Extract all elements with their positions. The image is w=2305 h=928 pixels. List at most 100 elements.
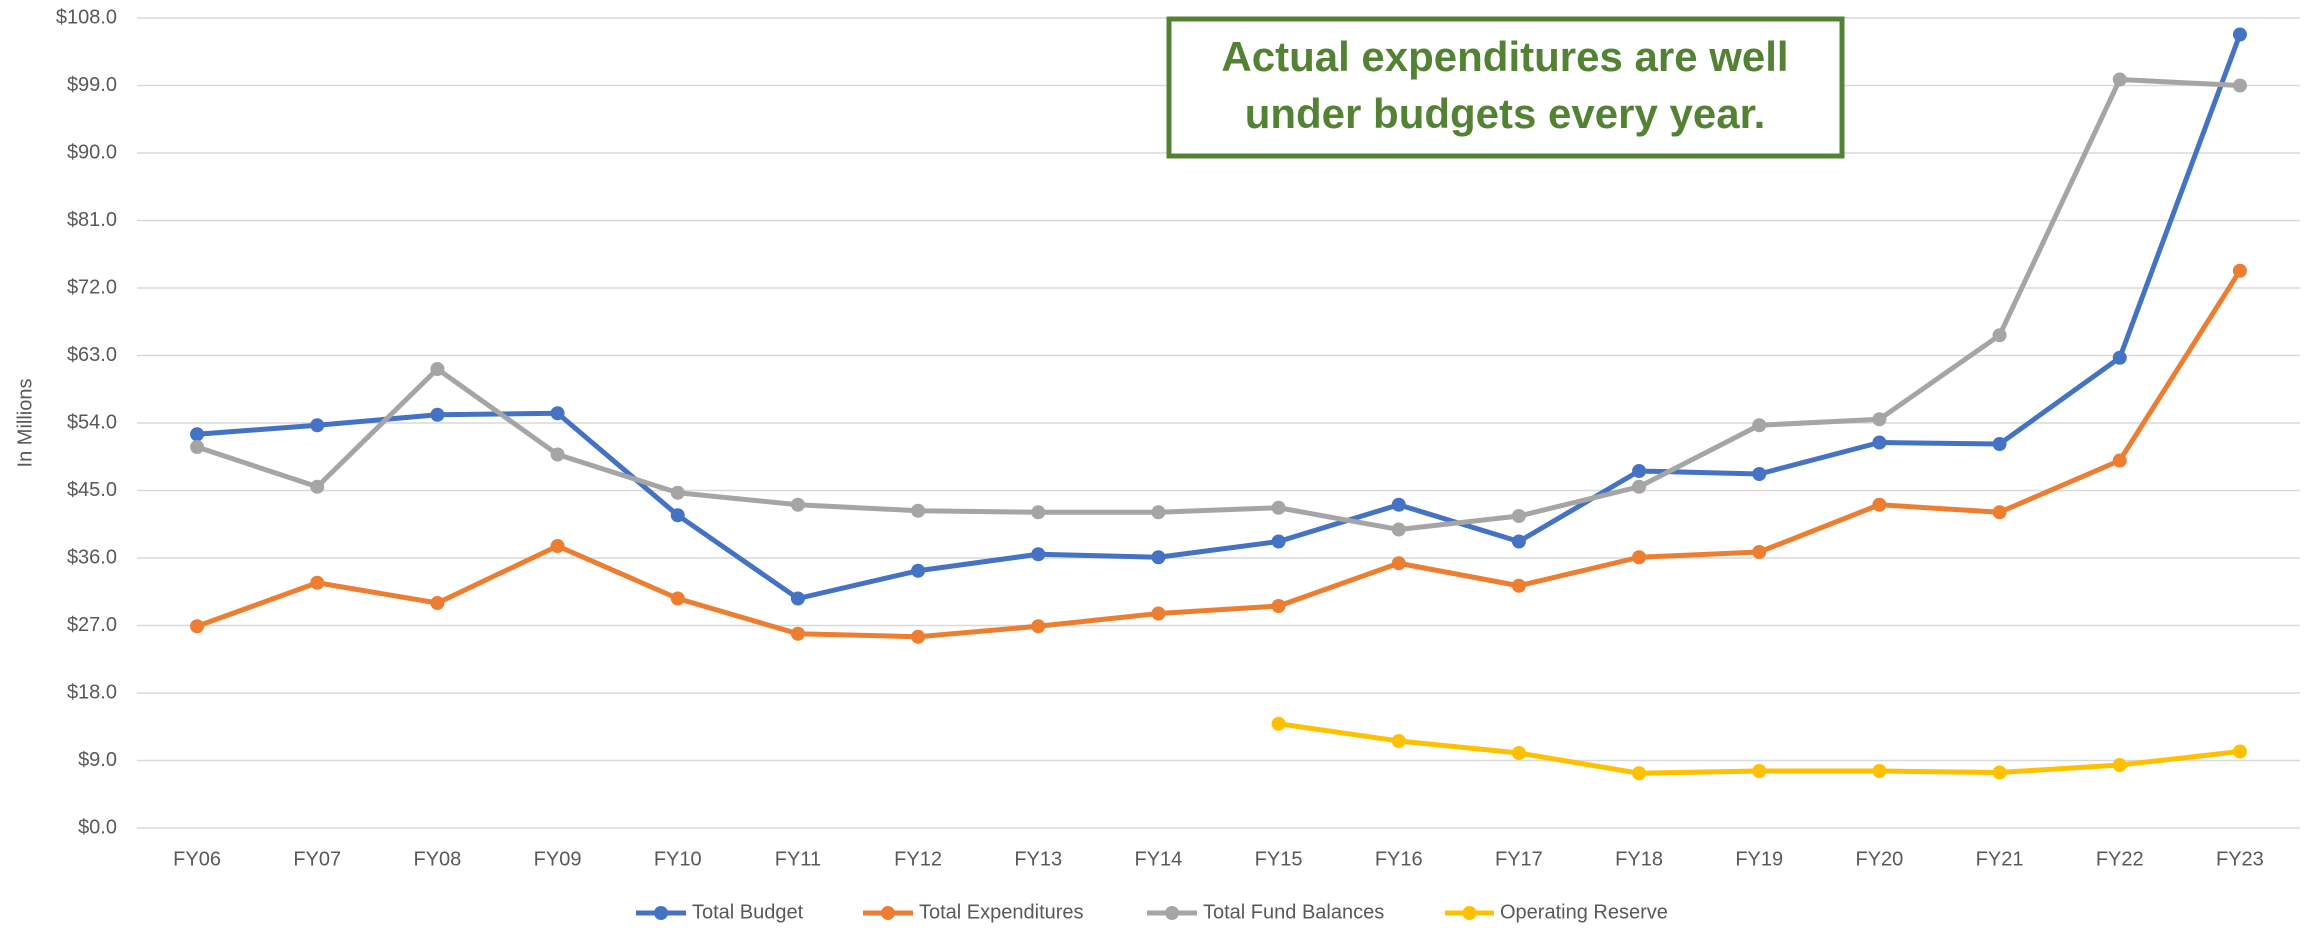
series-line: [196, 33, 2243, 601]
data-point: [1992, 437, 2007, 451]
data-point: [550, 406, 565, 421]
data-point: [1391, 522, 1406, 537]
x-tick-label: FY19: [1735, 848, 1783, 870]
data-point: [2232, 27, 2247, 42]
legend-label: Operating Reserve: [1500, 901, 1668, 923]
legend-label: Total Fund Balances: [1203, 901, 1384, 923]
y-tick-label: $99.0: [67, 74, 117, 96]
x-tick-label: FY17: [1495, 848, 1543, 870]
data-point: [1391, 734, 1406, 748]
series-line: [196, 77, 2241, 532]
data-point: [1752, 764, 1767, 778]
data-point: [190, 440, 205, 454]
x-tick-label: FY16: [1375, 848, 1423, 870]
data-point: [550, 539, 565, 553]
y-tick-label: $18.0: [67, 681, 117, 703]
legend-marker: [1165, 906, 1179, 920]
y-tick-label: $63.0: [67, 344, 117, 366]
y-tick-label: $45.0: [67, 479, 117, 501]
data-point: [1872, 412, 1887, 427]
annotation-box: [1166, 16, 1845, 159]
y-tick-label: $108.0: [56, 6, 117, 28]
legend-label: Total Budget: [692, 901, 804, 923]
x-tick-label: FY15: [1255, 848, 1303, 870]
data-point: [310, 418, 325, 433]
data-point: [1992, 328, 2007, 343]
y-tick-label: $72.0: [67, 276, 117, 298]
data-point: [1031, 619, 1046, 634]
data-point: [430, 407, 445, 422]
data-point: [1632, 550, 1647, 565]
x-tick-label: FY06: [173, 848, 221, 870]
x-tick-label: FY18: [1615, 848, 1663, 870]
data-point: [1031, 547, 1046, 562]
x-tick-label: FY12: [894, 848, 942, 870]
data-point: [670, 591, 685, 606]
data-point: [1031, 505, 1046, 520]
data-point: [911, 629, 926, 644]
x-tick-label: FY14: [1135, 848, 1183, 870]
data-point: [1511, 746, 1526, 760]
data-point: [2112, 453, 2127, 468]
data-point: [2232, 744, 2247, 759]
data-point: [1391, 556, 1406, 571]
legend-label: Total Expenditures: [919, 901, 1084, 923]
data-point: [911, 503, 926, 518]
x-tick-label: FY11: [775, 848, 821, 870]
y-tick-label: $54.0: [67, 411, 117, 433]
y-tick-label: $90.0: [67, 141, 117, 163]
data-point: [2112, 72, 2127, 87]
data-point: [1632, 766, 1647, 781]
annotation-text: under budgets every year.: [1245, 90, 1766, 137]
x-tick-label: FY10: [654, 848, 702, 870]
data-point: [1271, 716, 1286, 731]
x-tick-label: FY22: [2096, 848, 2144, 870]
data-point: [1872, 764, 1887, 778]
data-point: [1752, 545, 1767, 559]
data-point: [2112, 350, 2127, 365]
data-point: [670, 485, 685, 500]
data-point: [790, 591, 805, 606]
x-tick-label: FY23: [2216, 848, 2264, 870]
y-tick-label: $81.0: [67, 209, 117, 231]
data-point: [430, 596, 445, 610]
data-point: [310, 575, 325, 590]
legend-marker: [654, 906, 668, 920]
data-point: [1511, 509, 1526, 523]
series-line: [196, 269, 2243, 640]
data-point: [2232, 78, 2247, 93]
data-point: [911, 563, 926, 578]
data-point: [1752, 418, 1767, 433]
data-point: [1752, 467, 1767, 481]
x-tick-label: FY07: [293, 848, 341, 870]
data-point: [1151, 606, 1166, 621]
data-point: [790, 626, 805, 641]
data-point: [1872, 497, 1887, 512]
data-point: [430, 362, 445, 376]
y-axis-title: In Millions: [14, 379, 36, 468]
data-point: [2232, 263, 2247, 278]
y-tick-label: $9.0: [78, 749, 117, 771]
data-point: [1271, 599, 1286, 613]
data-point: [790, 497, 805, 512]
y-tick-label: $27.0: [67, 614, 117, 636]
legend-marker: [1462, 906, 1477, 920]
data-point: [2112, 758, 2127, 772]
x-tick-label: FY09: [534, 848, 582, 870]
data-point: [1511, 534, 1526, 549]
x-tick-label: FY08: [414, 848, 462, 870]
data-point: [1271, 534, 1286, 549]
data-point: [190, 427, 205, 442]
annotation-text: Actual expenditures are well: [1221, 33, 1788, 80]
y-tick-label: $36.0: [67, 546, 117, 568]
data-point: [1151, 550, 1166, 565]
data-point: [1511, 578, 1526, 593]
x-tick-label: FY13: [1014, 848, 1062, 870]
y-tick-label: $0.0: [78, 816, 117, 838]
legend-marker: [881, 906, 895, 920]
data-point: [1271, 500, 1286, 515]
data-point: [1632, 464, 1647, 478]
data-point: [1872, 435, 1887, 450]
data-point: [1992, 765, 2007, 780]
